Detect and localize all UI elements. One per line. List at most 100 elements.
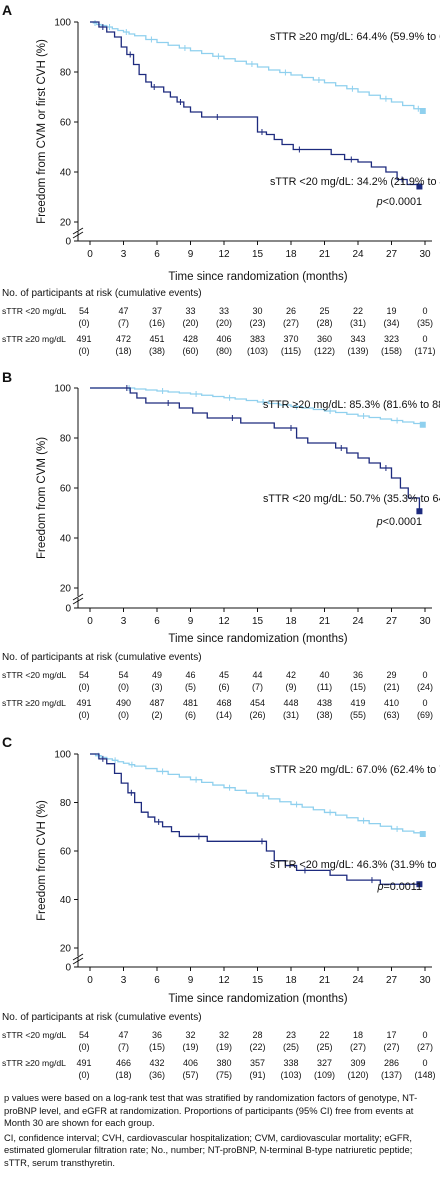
y-tick-label: 80	[60, 798, 72, 809]
risk-low-count: 23	[286, 1030, 296, 1040]
y-tick-label: 0	[65, 604, 71, 615]
risk-low-count: 32	[185, 1030, 195, 1040]
footnote: p values were based on a log-rank test t…	[4, 1092, 438, 1172]
y-tick-label: 0	[65, 963, 71, 974]
risk-high-count: 491	[76, 698, 91, 708]
risk-low-count: 0	[422, 670, 427, 680]
risk-high-events: (171)	[414, 346, 435, 356]
risk-low-count: 36	[353, 670, 363, 680]
risk-low-count: 47	[118, 1030, 128, 1040]
axis-break-mark	[72, 597, 84, 605]
risk-high-count: 309	[350, 1058, 365, 1068]
risk-high-events: (80)	[216, 346, 232, 356]
x-tick-label: 27	[386, 975, 398, 986]
risk-low-count: 33	[219, 306, 229, 316]
y-tick-label: 80	[60, 68, 72, 79]
risk-high-count: 419	[350, 698, 365, 708]
x-tick-label: 12	[218, 975, 230, 986]
x-tick-label: 6	[154, 616, 160, 627]
y-tick-label: 100	[54, 18, 71, 29]
x-tick-label: 18	[285, 249, 297, 260]
risk-high-events: (55)	[350, 710, 366, 720]
x-tick-label: 21	[319, 249, 331, 260]
risk-low-events: (7)	[118, 318, 129, 328]
risk-low-count: 44	[252, 670, 262, 680]
risk-high-count: 468	[216, 698, 231, 708]
series-end-marker	[419, 108, 426, 114]
risk-low-count: 0	[422, 1030, 427, 1040]
risk-low-events: (15)	[149, 1042, 165, 1052]
x-tick-label: 21	[319, 975, 331, 986]
x-tick-label: 3	[121, 249, 127, 260]
x-tick-label: 30	[419, 975, 431, 986]
x-tick-label: 9	[188, 975, 194, 986]
risk-high-count: 491	[76, 1058, 91, 1068]
x-tick-label: 24	[352, 249, 364, 260]
risk-row-label-low: sTTR <20 mg/dL	[2, 670, 66, 680]
risk-low-count: 54	[118, 670, 128, 680]
risk-high-events: (2)	[152, 710, 163, 720]
risk-high-events: (57)	[182, 1070, 198, 1080]
risk-low-events: (19)	[182, 1042, 198, 1052]
risk-low-events: (21)	[383, 682, 399, 692]
x-tick-label: 30	[419, 249, 431, 260]
risk-low-events: (15)	[350, 682, 366, 692]
y-tick-label: 0	[65, 237, 71, 248]
risk-low-count: 29	[386, 670, 396, 680]
risk-low-count: 30	[252, 306, 262, 316]
series-end-marker	[416, 508, 423, 515]
y-tick-label: 100	[54, 384, 71, 395]
risk-high-events: (38)	[149, 346, 165, 356]
risk-high-events: (139)	[347, 346, 368, 356]
risk-high-count: 360	[317, 334, 332, 344]
risk-high-events: (0)	[79, 346, 90, 356]
series-high-line	[90, 753, 424, 835]
x-tick-label: 12	[218, 616, 230, 627]
y-axis-title: Freedom from CVM (%)	[36, 437, 48, 559]
risk-low-count: 26	[286, 306, 296, 316]
risk-low-events: (28)	[316, 318, 332, 328]
p-value: p<0.0001	[376, 196, 422, 208]
risk-high-count: 0	[422, 698, 427, 708]
risk-low-count: 25	[319, 306, 329, 316]
axis-break-mark	[72, 227, 84, 235]
risk-high-events: (6)	[185, 710, 196, 720]
risk-low-events: (27)	[283, 318, 299, 328]
risk-high-count: 338	[283, 1058, 298, 1068]
risk-high-count: 0	[422, 334, 427, 344]
risk-low-events: (20)	[182, 318, 198, 328]
risk-low-events: (22)	[249, 1042, 265, 1052]
risk-high-events: (69)	[417, 710, 433, 720]
x-tick-label: 6	[154, 975, 160, 986]
x-tick-label: 0	[87, 616, 93, 627]
risk-high-events: (26)	[249, 710, 265, 720]
risk-high-count: 380	[216, 1058, 231, 1068]
risk-high-events: (122)	[314, 346, 335, 356]
risk-high-count: 490	[116, 698, 131, 708]
risk-row-label-high: sTTR ≥20 mg/dL	[2, 334, 66, 344]
axis-break-mark	[72, 231, 84, 239]
y-tick-label: 40	[60, 895, 72, 906]
risk-low-events: (11)	[317, 682, 332, 692]
risk-high-events: (91)	[249, 1070, 265, 1080]
risk-low-count: 28	[252, 1030, 262, 1040]
risk-high-events: (0)	[79, 1070, 90, 1080]
series-end-marker	[419, 831, 426, 838]
risk-low-count: 36	[152, 1030, 162, 1040]
x-tick-label: 24	[352, 616, 364, 627]
series-low-line	[90, 387, 421, 512]
risk-high-count: 406	[183, 1058, 198, 1068]
panel-label: A	[2, 2, 12, 18]
risk-low-events: (7)	[118, 1042, 129, 1052]
risk-row-label-low: sTTR <20 mg/dL	[2, 1030, 66, 1040]
x-tick-label: 21	[319, 616, 331, 627]
risk-low-events: (27)	[383, 1042, 399, 1052]
annotation-low: sTTR <20 mg/dL: 46.3% (31.9% to 59.6%)	[270, 859, 440, 871]
risk-high-count: 0	[422, 1058, 427, 1068]
x-tick-label: 18	[285, 616, 297, 627]
risk-high-events: (18)	[115, 1070, 131, 1080]
y-tick-label: 20	[60, 944, 72, 955]
risk-low-events: (23)	[249, 318, 265, 328]
